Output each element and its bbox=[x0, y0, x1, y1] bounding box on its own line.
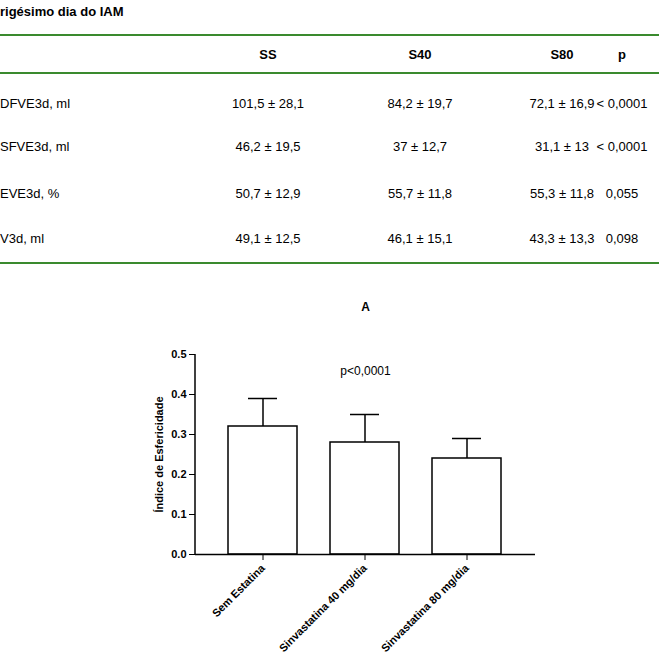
html-text:0,055: 0,055 bbox=[605, 186, 639, 201]
html-text:43,3 ± 13,3: 43,3 ± 13,3 bbox=[529, 231, 595, 246]
svg-text:0.3: 0.3 bbox=[171, 428, 186, 440]
svg-text:Índice de Esfericidade: Índice de Esfericidade bbox=[153, 396, 165, 512]
html-text:46,2 ± 19,5: 46,2 ± 19,5 bbox=[235, 139, 301, 154]
html-text:p: p bbox=[618, 47, 626, 62]
svg-text:Sinvastatina 40 mg/dia: Sinvastatina 40 mg/dia bbox=[277, 561, 370, 654]
html-text:50,7 ± 12,9: 50,7 ± 12,9 bbox=[235, 186, 301, 201]
html-text:84,2 ± 19,7: 84,2 ± 19,7 bbox=[387, 96, 453, 111]
html-text:55,7 ± 11,8: 55,7 ± 11,8 bbox=[388, 186, 452, 201]
html-text:72,1 ± 16,9 < 0,0001: 72,1 ± 16,9 < 0,0001 bbox=[529, 96, 648, 111]
html-text:S40: S40 bbox=[408, 47, 432, 62]
svg-text:0.4: 0.4 bbox=[171, 388, 187, 400]
svg-text:p<0,0001: p<0,0001 bbox=[340, 364, 391, 378]
html-text:37 ± 12,7: 37 ± 12,7 bbox=[392, 139, 448, 154]
svg-text:A: A bbox=[361, 300, 370, 314]
html-text:55,3 ± 11,8: 55,3 ± 11,8 bbox=[530, 186, 594, 201]
html-text:S80: S80 bbox=[550, 47, 574, 62]
svg-text:0.5: 0.5 bbox=[171, 348, 186, 360]
html-text:46,1 ± 15,1: 46,1 ± 15,1 bbox=[387, 231, 453, 246]
html-text:101,5 ± 28,1: 101,5 ± 28,1 bbox=[231, 96, 305, 111]
svg-text:0.1: 0.1 bbox=[171, 508, 186, 520]
html-text:rigésimo dia do IAM: rigésimo dia do IAM bbox=[0, 4, 124, 19]
svg-text:0.0: 0.0 bbox=[171, 548, 186, 560]
html-text:SS: SS bbox=[259, 47, 277, 62]
html-text:< 0,0001: < 0,0001 bbox=[596, 139, 648, 154]
svg-text:Sinvastatina 80 mg/dia: Sinvastatina 80 mg/dia bbox=[379, 561, 472, 654]
html-text:31,1 ± 13: 31,1 ± 13 bbox=[534, 139, 590, 154]
html-text:DFVE3d, ml: DFVE3d, ml bbox=[0, 96, 71, 111]
svg-text:0.2: 0.2 bbox=[171, 468, 186, 480]
svg-text:Sem Estatina: Sem Estatina bbox=[210, 561, 268, 619]
html-text:EVE3d, %: EVE3d, % bbox=[0, 186, 60, 201]
html-text:V3d, ml: V3d, ml bbox=[0, 231, 45, 246]
html-text:49,1 ± 12,5: 49,1 ± 12,5 bbox=[235, 231, 301, 246]
html-text:0,098: 0,098 bbox=[605, 231, 639, 246]
html-text:SFVE3d, ml: SFVE3d, ml bbox=[0, 139, 70, 154]
